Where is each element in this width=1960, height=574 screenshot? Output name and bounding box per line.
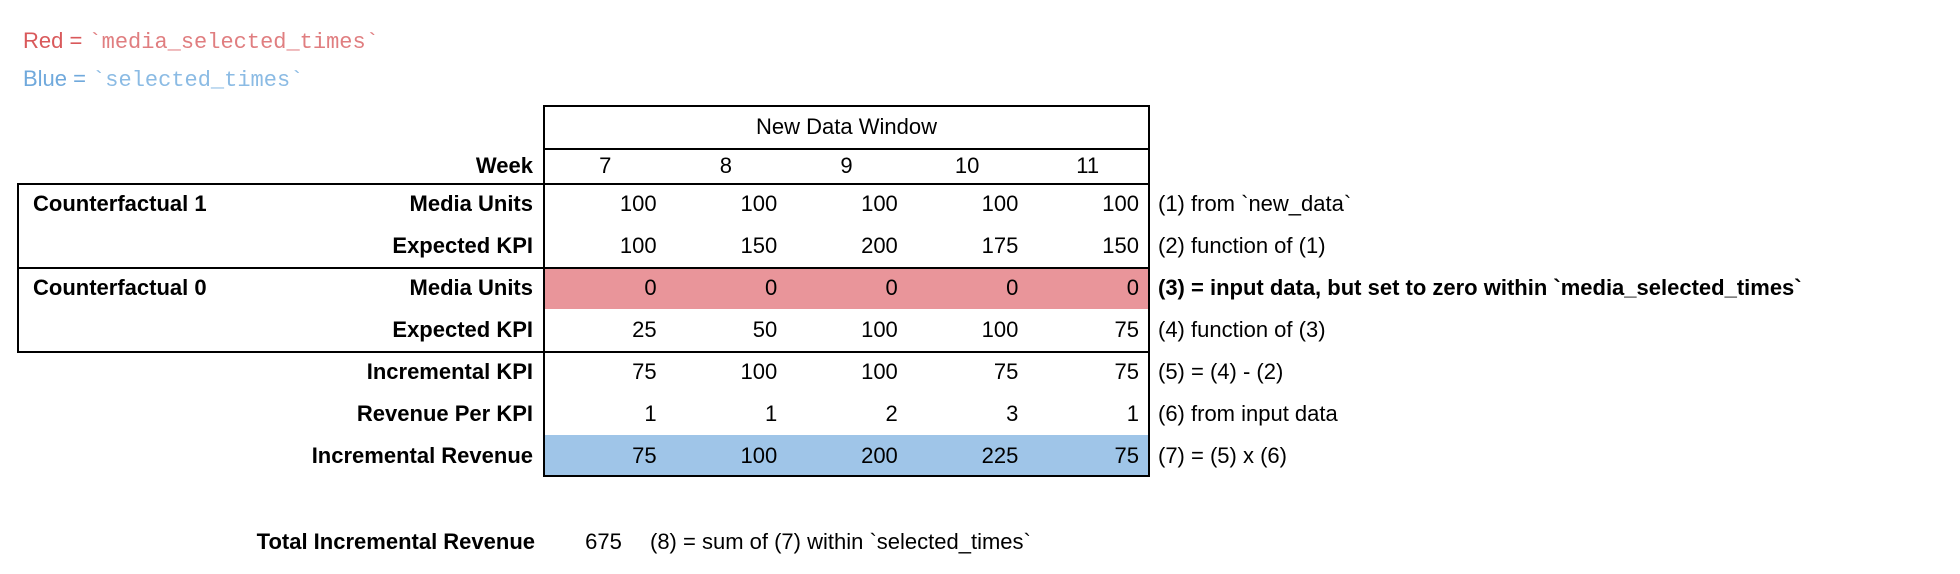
- annotation-8: (8) = sum of (7) within `selected_times`: [650, 529, 1031, 554]
- counterfactual-0-box: [17, 267, 545, 353]
- cell: 25: [632, 317, 657, 342]
- cell: 1: [1126, 401, 1139, 426]
- table-row: 1 1 2 3 1: [545, 393, 1148, 435]
- cell: 50: [752, 317, 778, 342]
- row-label: Media Units: [409, 191, 533, 216]
- selected-times-highlight: [545, 435, 1148, 475]
- cell: 2: [885, 401, 898, 426]
- cell: 150: [740, 233, 778, 258]
- annotation-4: (4) function of (3): [1158, 317, 1326, 342]
- row-label: Revenue Per KPI: [356, 401, 533, 426]
- table-row: 25 50 100 100 75: [545, 309, 1148, 351]
- row-label: Expected KPI: [392, 233, 533, 258]
- annotation-5: (5) = (4) - (2): [1158, 359, 1284, 384]
- cell: 100: [1102, 191, 1139, 216]
- total-label: Total Incremental Revenue: [256, 529, 535, 554]
- cell: 100: [740, 191, 778, 216]
- cell: 75: [1114, 317, 1139, 342]
- cell: 1: [764, 401, 778, 426]
- legend-blue-label: Blue =: [23, 66, 93, 91]
- annotation-3: (3) = input data, but set to zero within…: [1158, 275, 1802, 300]
- cell: 200: [861, 233, 898, 258]
- cell: 75: [632, 359, 657, 384]
- week-number: 7: [599, 152, 612, 178]
- cell: 0: [1006, 275, 1019, 300]
- total-value: 675: [585, 529, 622, 554]
- week-number: 8: [719, 152, 733, 178]
- row-label: Media Units: [409, 275, 533, 300]
- cell: 100: [619, 233, 657, 258]
- cell: 100: [740, 443, 778, 468]
- cell: 200: [861, 443, 898, 468]
- legend-red-line: Red = `media_selected_times`: [23, 28, 379, 55]
- week-number: 10: [954, 152, 980, 178]
- group-label: Counterfactual 0: [33, 275, 207, 300]
- cell: 100: [981, 191, 1019, 216]
- cell: 0: [1126, 275, 1139, 300]
- cell: 100: [740, 359, 778, 384]
- row-label: Incremental KPI: [366, 359, 533, 384]
- window-header: New Data Window: [756, 114, 937, 139]
- annotation-1: (1) from `new_data`: [1158, 191, 1352, 216]
- legend-red-code: `media_selected_times`: [88, 30, 379, 55]
- table-row: 75 100 100 75 75: [545, 351, 1148, 393]
- cell: 225: [981, 443, 1019, 468]
- cell: 75: [632, 443, 657, 468]
- row-label: Expected KPI: [392, 317, 533, 342]
- cell: 175: [981, 233, 1019, 258]
- cell: 0: [764, 275, 778, 300]
- annotation-2: (2) function of (1): [1158, 233, 1326, 258]
- legend-blue-line: Blue = `selected_times`: [23, 66, 304, 93]
- week-number: 9: [840, 152, 853, 178]
- rule-below-cf0: [545, 351, 1148, 353]
- cell: 100: [861, 359, 898, 384]
- legend-red-label: Red =: [23, 28, 89, 53]
- legend-blue-code: `selected_times`: [92, 68, 304, 93]
- cell: 100: [861, 191, 898, 216]
- table-row-highlight-red: 0 0 0 0 0: [545, 267, 1148, 309]
- cell: 0: [644, 275, 657, 300]
- cell: 100: [981, 317, 1019, 342]
- week-label: Week: [475, 153, 533, 178]
- table-row-highlight-blue: 75 100 200 225 75: [545, 435, 1148, 477]
- annotation-7: (7) = (5) x (6): [1158, 443, 1287, 468]
- cell: 0: [885, 275, 898, 300]
- cell: 1: [644, 401, 657, 426]
- rule-below-window-header: [545, 148, 1148, 150]
- cell: 3: [1006, 401, 1019, 426]
- cell: 75: [993, 359, 1019, 384]
- cell: 75: [1114, 443, 1139, 468]
- table-row: 100 100 100 100 100: [545, 183, 1148, 225]
- cell: 150: [1102, 233, 1139, 258]
- data-table-frame: [543, 105, 1150, 477]
- rule-below-cf1: [545, 267, 1148, 269]
- cell: 75: [1114, 359, 1139, 384]
- annotation-6: (6) from input data: [1158, 401, 1338, 426]
- row-label: Incremental Revenue: [311, 443, 533, 468]
- week-number: 11: [1076, 152, 1100, 178]
- group-label: Counterfactual 1: [33, 191, 207, 216]
- media-selected-times-highlight: [545, 269, 1148, 309]
- week-numbers-row: 7 8 9 10 11: [545, 148, 1148, 183]
- table-row: 100 150 200 175 150: [545, 225, 1148, 267]
- cell: 100: [861, 317, 898, 342]
- cell: 100: [619, 191, 657, 216]
- rule-below-week-row: [545, 183, 1148, 185]
